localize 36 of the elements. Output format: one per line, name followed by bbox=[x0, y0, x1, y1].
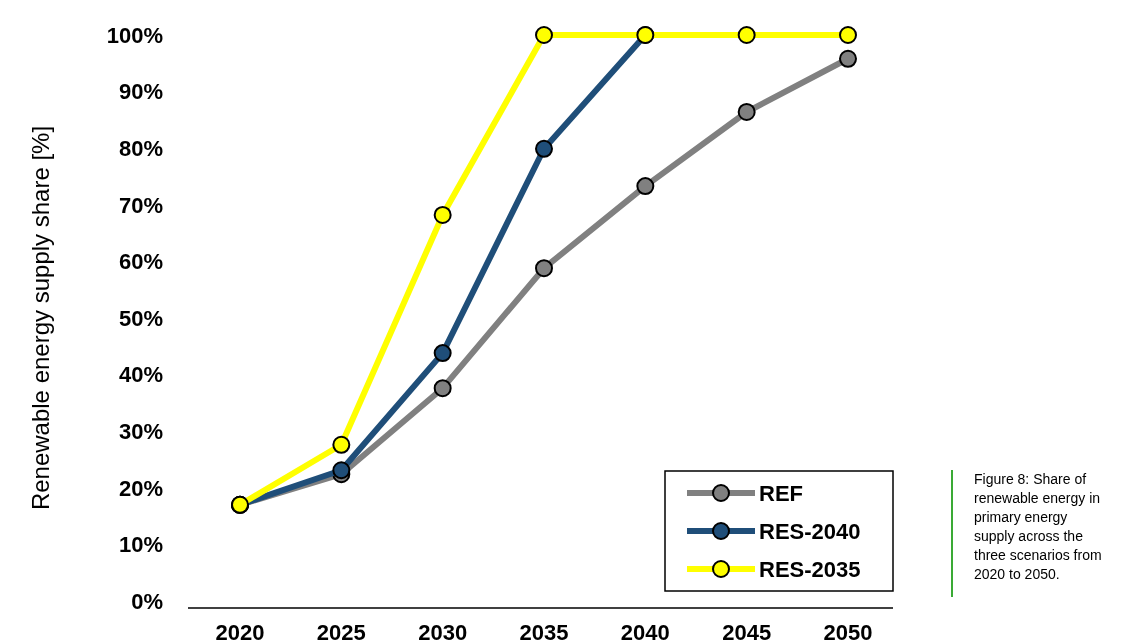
x-tick-label: 2040 bbox=[620, 620, 670, 640]
y-tick-label: 70% bbox=[118, 192, 163, 218]
x-tick-label: 2045 bbox=[722, 620, 772, 640]
x-tick-label: 2050 bbox=[823, 620, 873, 640]
x-tick-label: 2030 bbox=[418, 620, 468, 640]
x-tick-label: 2035 bbox=[519, 620, 569, 640]
point bbox=[535, 139, 553, 158]
point bbox=[332, 461, 351, 480]
y-tick-label: 40% bbox=[118, 362, 163, 388]
x-tick-label: 2025 bbox=[316, 620, 366, 640]
point bbox=[433, 379, 452, 398]
y-tick-label: 10% bbox=[118, 532, 163, 558]
legend-label: RES-2035 bbox=[759, 556, 861, 582]
point bbox=[535, 259, 553, 278]
point bbox=[839, 26, 857, 44]
y-tick-label: 20% bbox=[118, 475, 163, 501]
point bbox=[636, 177, 655, 196]
point bbox=[433, 205, 452, 224]
x-tick-label: 2020 bbox=[215, 620, 265, 640]
y-tick-label: 50% bbox=[118, 305, 163, 331]
y-axis-title: Renewable energy supply share [%] bbox=[27, 125, 55, 511]
point bbox=[535, 26, 553, 44]
y-tick-label: 90% bbox=[118, 79, 163, 105]
caption: Figure 8: Share of renewable energy in primary energy supply across the three scenarios from 2020 to 2050. bbox=[974, 471, 1102, 582]
point bbox=[737, 26, 756, 44]
legend-label: REF bbox=[759, 480, 803, 506]
point bbox=[332, 435, 351, 454]
y-tick-label: 100% bbox=[106, 22, 163, 48]
y-tick-label: 80% bbox=[118, 135, 163, 161]
point bbox=[737, 102, 756, 121]
legend-label: RES-2040 bbox=[759, 518, 861, 544]
y-tick-label: 60% bbox=[118, 249, 163, 275]
y-tick-label: 30% bbox=[118, 418, 163, 444]
point bbox=[839, 49, 857, 68]
point bbox=[433, 344, 452, 363]
y-tick-label: 0% bbox=[131, 588, 163, 614]
